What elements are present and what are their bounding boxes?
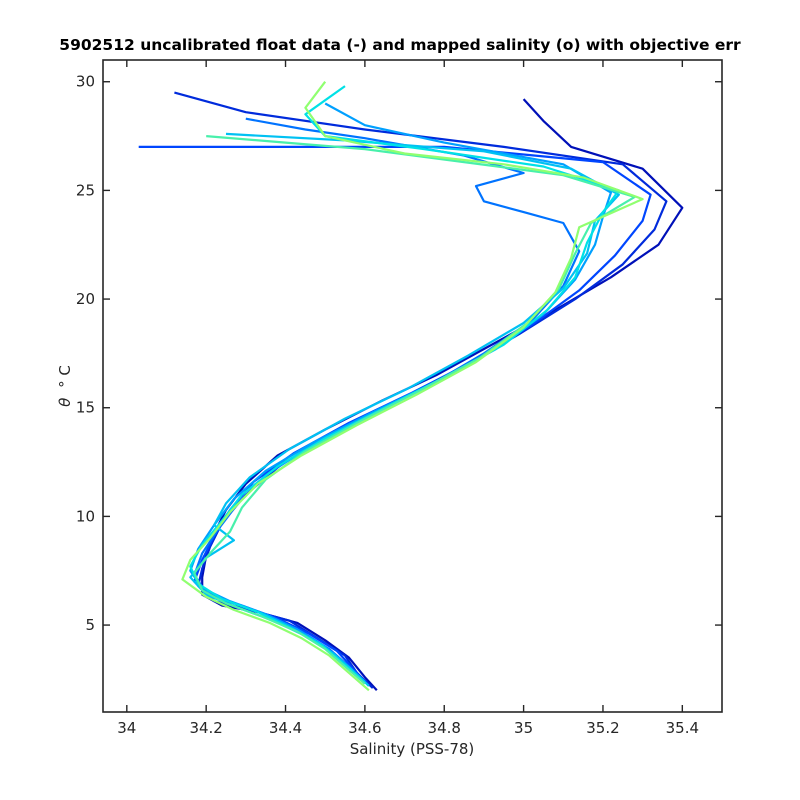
- y-axis-label-symbol: θ: [56, 398, 74, 407]
- chart-title: 5902512 uncalibrated float data (-) and …: [59, 36, 741, 54]
- x-tick-label: 34.4: [269, 719, 302, 737]
- y-axis-label-text: θ ° C: [56, 365, 74, 407]
- x-tick-label: 34: [117, 719, 136, 737]
- y-tick-label: 5: [85, 616, 95, 634]
- y-tick-label: 20: [76, 290, 95, 308]
- y-tick-label: 25: [76, 181, 95, 199]
- y-tick-label: 30: [76, 73, 95, 91]
- x-tick-label: 34.8: [428, 719, 461, 737]
- y-tick-label: 15: [76, 399, 95, 417]
- x-tick-label: 35.2: [586, 719, 619, 737]
- y-axis-label: θ ° C: [56, 365, 74, 407]
- x-axis-label: Salinity (PSS-78): [350, 740, 475, 758]
- y-axis-label-unit: ° C: [56, 365, 74, 388]
- x-tick-label: 34.6: [348, 719, 381, 737]
- x-tick-label: 34.2: [189, 719, 222, 737]
- y-tick-label: 10: [76, 507, 95, 525]
- x-tick-label: 35: [514, 719, 533, 737]
- x-tick-label: 35.4: [666, 719, 699, 737]
